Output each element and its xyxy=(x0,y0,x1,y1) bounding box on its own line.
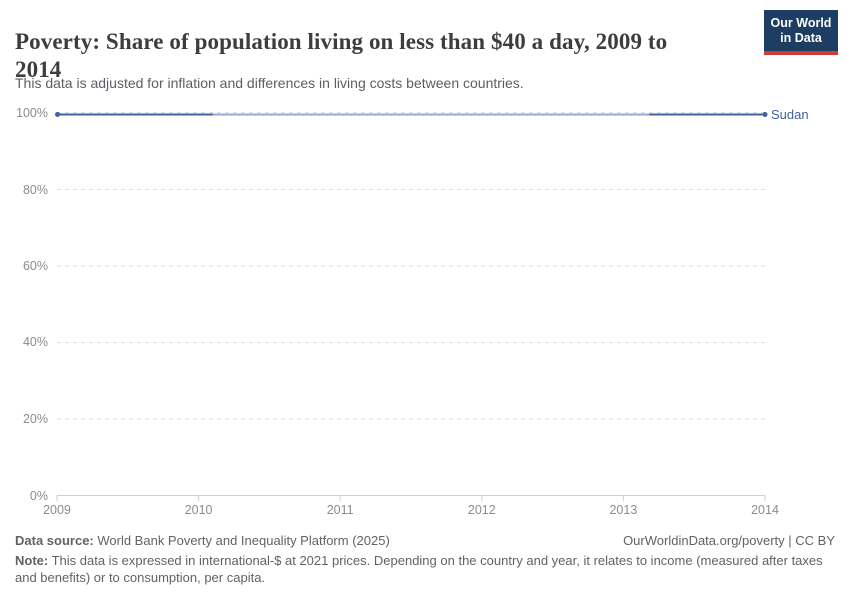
x-tick-label-2012: 2012 xyxy=(467,503,496,517)
y-tick-label-100: 100% xyxy=(16,106,48,120)
y-tick-label-80: 80% xyxy=(22,183,48,197)
logo-line-1: Our World xyxy=(770,16,832,30)
x-tick-label-2010: 2010 xyxy=(184,503,213,517)
gridlines xyxy=(57,112,765,420)
attribution-link[interactable]: OurWorldinData.org/poverty | CC BY xyxy=(623,533,835,548)
logo-line-2: in Data xyxy=(780,31,822,45)
data-source-line: Data source: World Bank Poverty and Ineq… xyxy=(15,533,835,549)
x-axis xyxy=(56,495,766,501)
y-tick-label-0: 0% xyxy=(29,489,48,503)
sudan-point-2009 xyxy=(55,112,60,117)
sudan-point-2014 xyxy=(762,112,768,117)
y-tick-label-20: 20% xyxy=(22,412,48,426)
note-value: This data is expressed in international-… xyxy=(15,553,823,585)
chart-subtitle: This data is adjusted for inflation and … xyxy=(15,75,524,91)
x-tick-label-2013: 2013 xyxy=(609,503,638,517)
x-tick-label-2009: 2009 xyxy=(43,503,71,517)
owid-logo[interactable]: Our World in Data xyxy=(764,10,838,55)
y-tick-label-60: 60% xyxy=(22,259,48,273)
data-source-value: World Bank Poverty and Inequality Platfo… xyxy=(93,533,390,548)
title-line-1: Poverty: Share of population living on l… xyxy=(15,29,668,55)
note-line: Note: This data is expressed in internat… xyxy=(15,553,835,586)
title-line-2: 2014 xyxy=(15,57,62,83)
data-source-label: Data source: xyxy=(15,533,94,548)
page-title: Poverty: Share of population living on l… xyxy=(15,28,760,84)
note-label: Note: xyxy=(15,553,49,568)
x-tick-label-2011: 2011 xyxy=(326,503,354,517)
x-tick-label-2014: 2014 xyxy=(751,503,779,517)
series-sudan xyxy=(55,112,768,117)
entity-label-sudan[interactable]: Sudan xyxy=(771,107,809,122)
y-tick-label-40: 40% xyxy=(22,335,48,349)
